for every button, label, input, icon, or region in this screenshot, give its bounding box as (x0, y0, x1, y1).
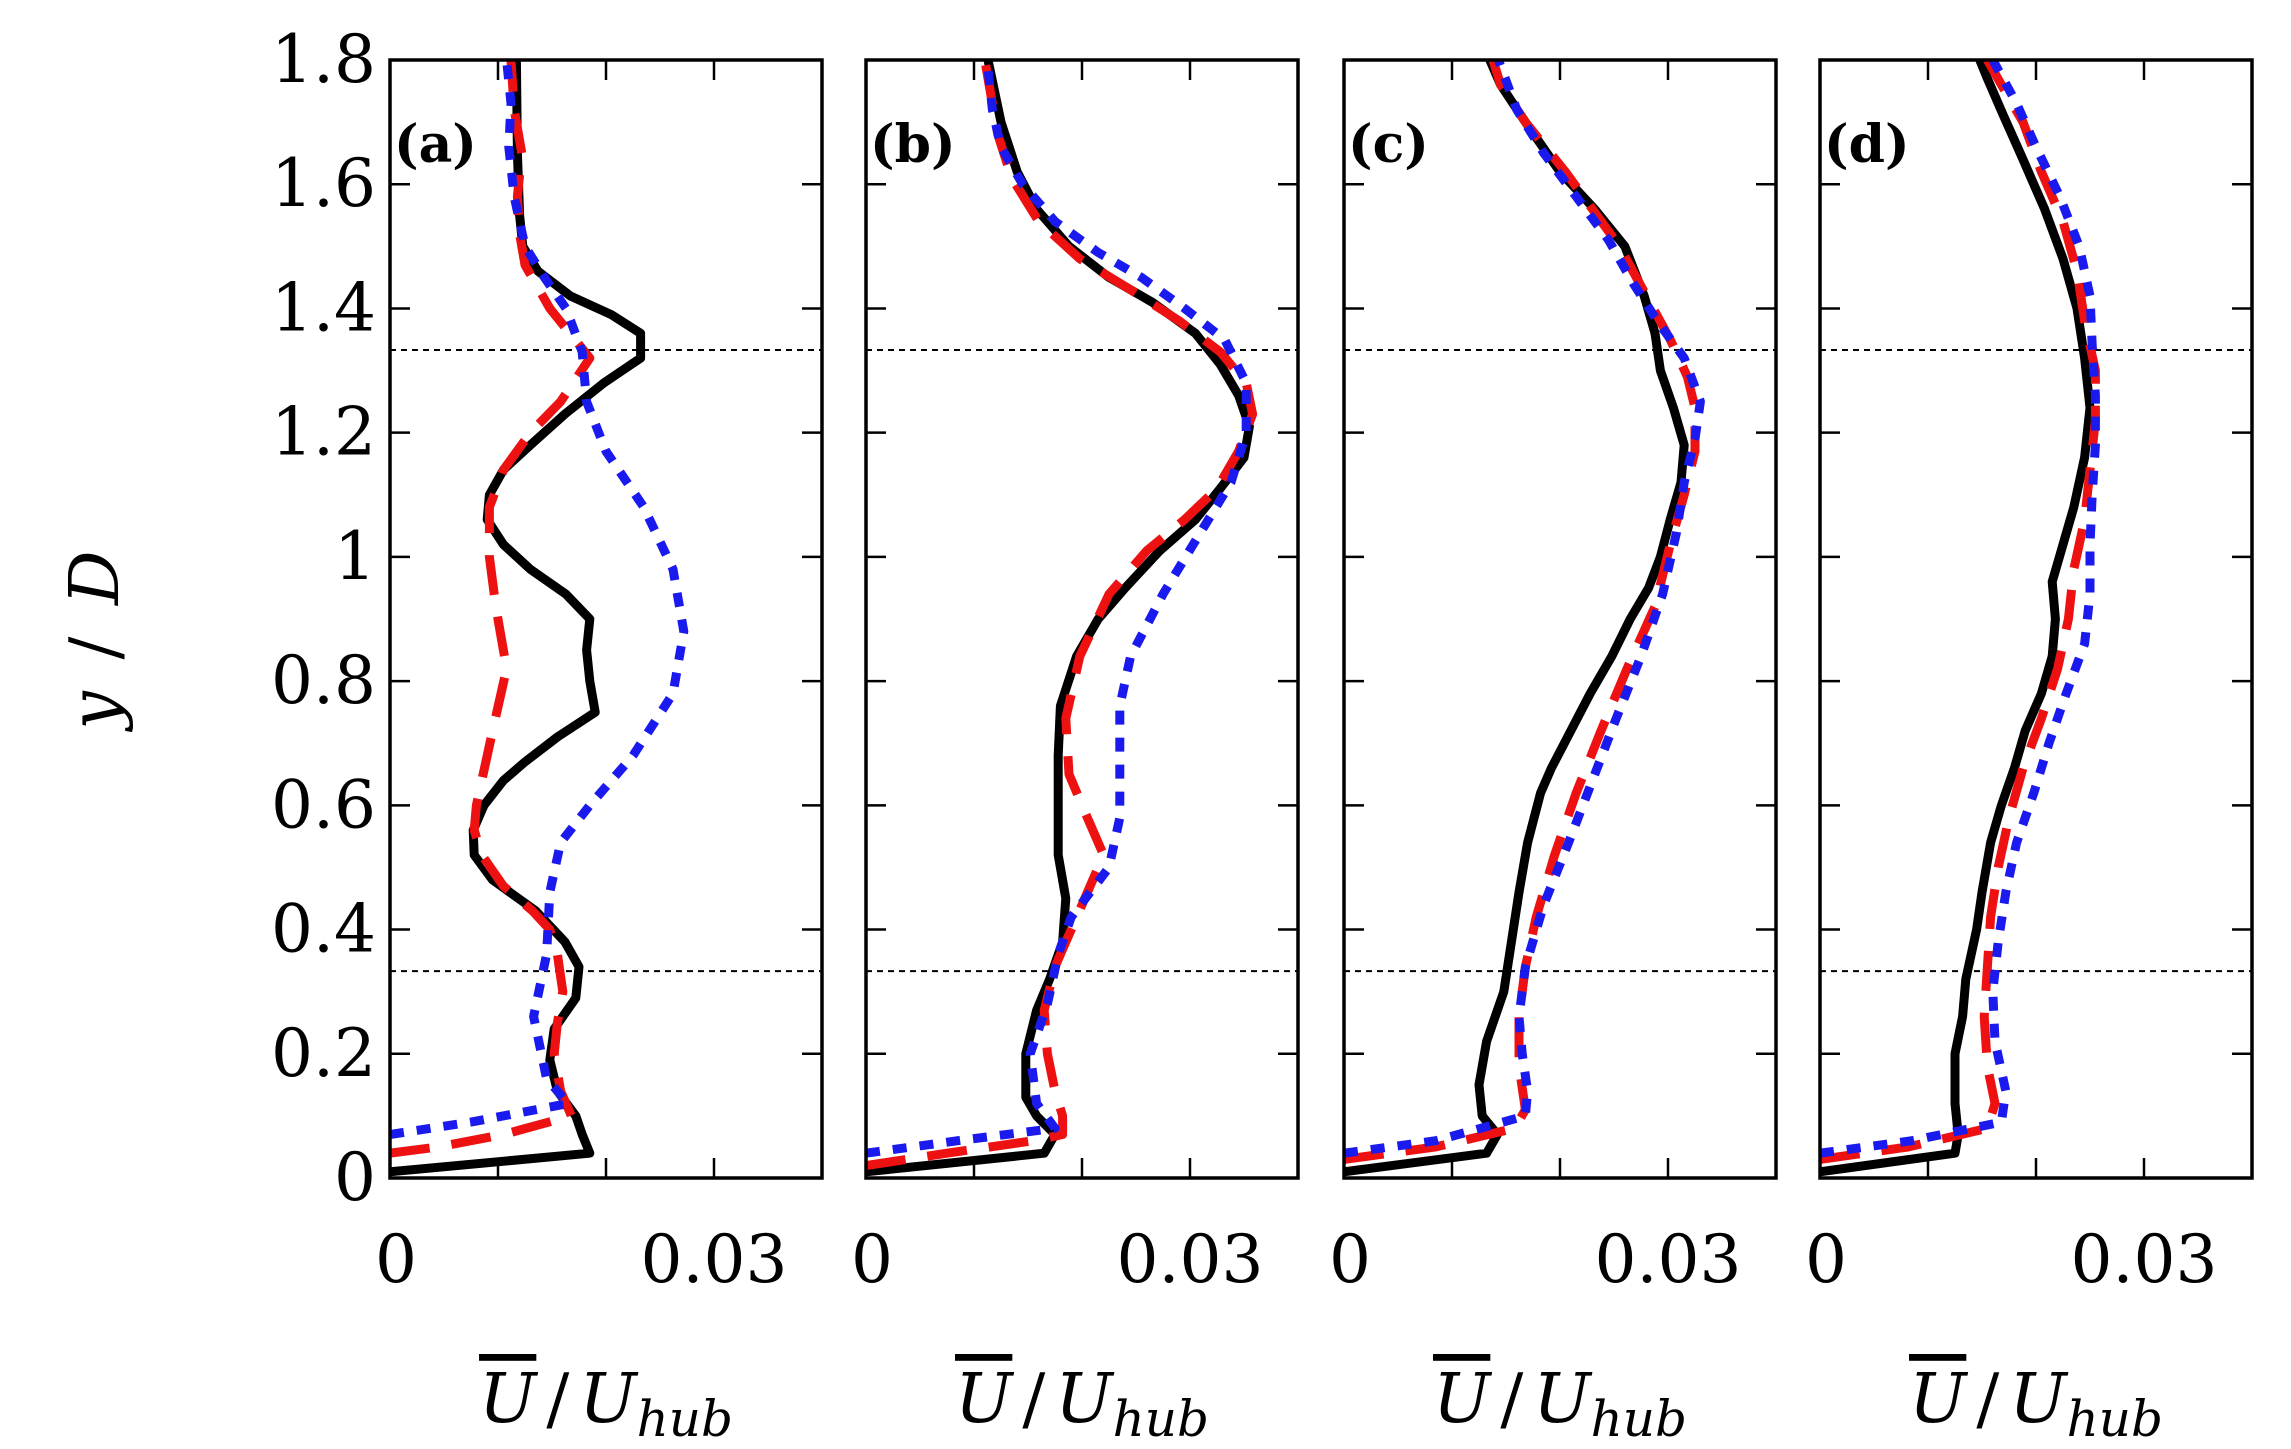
series-dashed-line (390, 60, 595, 1158)
x-label-num: U (479, 1360, 539, 1439)
y-tick-labels: 0 0.2 0.4 0.6 0.8 1 1.2 1.4 1.6 1.8 (271, 21, 376, 1216)
y-label-var: y (56, 690, 135, 733)
x-tick-label: 0.03 (641, 1221, 788, 1298)
panel-label: (c) (1348, 114, 1429, 175)
series-dashed-line (1820, 60, 2100, 1164)
series-dotted-line (1820, 60, 2100, 1158)
y-axis-label: y / D (56, 550, 135, 732)
x-label-sep: / (1976, 1360, 1999, 1439)
panel-frame (388, 58, 824, 1180)
series-dashed-line (866, 60, 1258, 1171)
y-tick-label: 0.8 (271, 642, 376, 719)
panel-label: (b) (870, 114, 956, 175)
x-label-sub: hub (1591, 1390, 1687, 1448)
panel-a: 0 0.03 (a) U / Uhub (375, 58, 824, 1448)
x-axis-label: U / Uhub (479, 1360, 733, 1448)
x-label-num: U (1433, 1360, 1493, 1439)
panel-frame (864, 58, 1300, 1180)
x-label-sub: hub (1113, 1390, 1209, 1448)
series-dotted-line (866, 60, 1251, 1158)
x-label-sep: / (546, 1360, 569, 1439)
series-solid-line (390, 60, 646, 1177)
x-axis-label: U / Uhub (955, 1360, 1209, 1448)
x-tick-label: 0 (851, 1221, 893, 1298)
y-tick-label: 1.8 (271, 21, 376, 98)
x-label-sep: / (1500, 1360, 1523, 1439)
y-tick-label: 1 (334, 518, 376, 595)
y-label-sep: / (56, 637, 135, 660)
svg-text:y / D: y / D (56, 550, 135, 732)
series-dotted-line (1344, 60, 1705, 1158)
x-tick-label: 0 (1805, 1221, 1847, 1298)
x-axis-label: U / Uhub (1433, 1360, 1687, 1448)
y-tick-label: 0 (334, 1139, 376, 1216)
series-dotted-line (390, 60, 689, 1139)
x-label-den: U (1533, 1360, 1593, 1439)
panel-frame (1342, 58, 1778, 1180)
x-tick-label: 0 (375, 1221, 417, 1298)
x-label-den: U (1055, 1360, 1115, 1439)
x-tick-label: 0.03 (1117, 1221, 1264, 1298)
panel-b: 0 0.03 (b) U / Uhub (851, 58, 1300, 1448)
series-dashed-line (1344, 60, 1700, 1164)
x-tick-label: 0 (1329, 1221, 1371, 1298)
y-tick-label: 1.6 (271, 145, 376, 222)
y-tick-label: 0.2 (271, 1015, 376, 1092)
y-label-den: D (56, 550, 135, 607)
y-tick-label: 0.6 (271, 766, 376, 843)
panel-d: 0 0.03 (d) U / Uhub (1805, 58, 2254, 1448)
series-solid-line (1820, 60, 2095, 1177)
x-axis-label: U / Uhub (1909, 1360, 2163, 1448)
y-tick-label: 1.4 (271, 269, 376, 346)
series-solid-line (1344, 60, 1689, 1177)
panel-label: (a) (394, 114, 477, 175)
x-label-sub: hub (2067, 1390, 2163, 1448)
panel-frame (1818, 58, 2254, 1180)
panel-c: 0 0.03 (c) U / Uhub (1329, 58, 1778, 1448)
y-tick-label: 0.4 (271, 891, 376, 968)
y-tick-label: 1.2 (271, 394, 376, 471)
x-tick-label: 0.03 (1595, 1221, 1742, 1298)
x-label-sep: / (1022, 1360, 1045, 1439)
panel-label: (d) (1824, 114, 1910, 175)
x-label-den: U (2009, 1360, 2069, 1439)
x-label-num: U (955, 1360, 1015, 1439)
x-tick-label: 0.03 (2071, 1221, 2218, 1298)
x-label-den: U (579, 1360, 639, 1439)
x-label-sub: hub (637, 1390, 733, 1448)
x-label-num: U (1909, 1360, 1969, 1439)
